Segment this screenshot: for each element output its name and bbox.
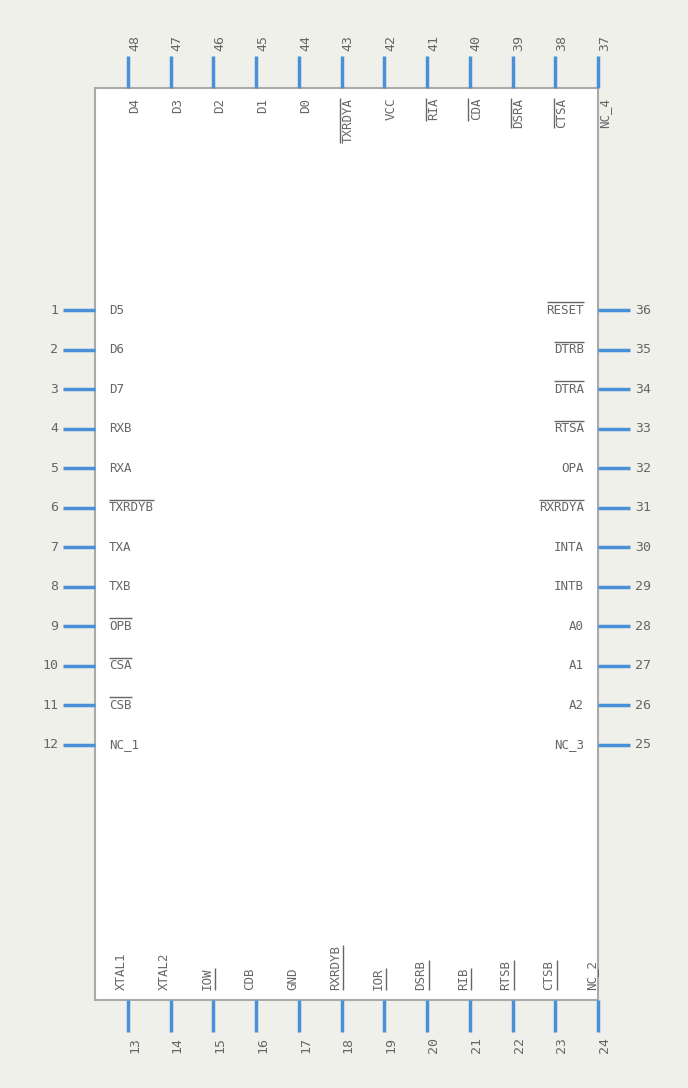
Text: CDB: CDB [243, 967, 256, 990]
Text: 29: 29 [635, 580, 651, 593]
Text: RESET: RESET [546, 304, 584, 317]
Text: TXB: TXB [109, 580, 131, 593]
Text: RTSB: RTSB [499, 960, 513, 990]
Text: 27: 27 [635, 659, 651, 672]
Text: 8: 8 [50, 580, 58, 593]
Text: VCC: VCC [385, 98, 398, 121]
Text: RXRDYA: RXRDYA [539, 502, 584, 515]
Text: 23: 23 [555, 1037, 568, 1053]
Text: 25: 25 [635, 739, 651, 752]
Text: DSRB: DSRB [414, 960, 427, 990]
Text: DSRA: DSRA [513, 98, 526, 128]
Text: 44: 44 [299, 35, 312, 51]
Text: 3: 3 [50, 383, 58, 396]
Text: OPB: OPB [109, 620, 131, 633]
Text: 1: 1 [50, 304, 58, 317]
Text: 21: 21 [470, 1037, 483, 1053]
Text: D3: D3 [171, 98, 184, 113]
Bar [95, 88, 598, 1000]
Text: 4: 4 [50, 422, 58, 435]
Text: 10: 10 [42, 659, 58, 672]
Text: D0: D0 [299, 98, 312, 113]
Text: D6: D6 [109, 343, 124, 356]
Text: 16: 16 [256, 1037, 269, 1053]
Text: TXA: TXA [109, 541, 131, 554]
Text: A2: A2 [569, 698, 584, 712]
Text: 14: 14 [171, 1037, 184, 1053]
Text: 33: 33 [635, 422, 651, 435]
Text: 34: 34 [635, 383, 651, 396]
Text: RXRDYB: RXRDYB [329, 945, 342, 990]
Text: 26: 26 [635, 698, 651, 712]
Text: IOR: IOR [372, 967, 385, 990]
Text: RIB: RIB [457, 967, 470, 990]
Text: CSA: CSA [109, 659, 131, 672]
Text: 36: 36 [635, 304, 651, 317]
Text: 20: 20 [427, 1037, 440, 1053]
Text: GND: GND [286, 967, 299, 990]
Text: TXRDYB: TXRDYB [109, 502, 154, 515]
Text: CDA: CDA [470, 98, 483, 121]
Text: 11: 11 [42, 698, 58, 712]
Text: CTSB: CTSB [542, 960, 555, 990]
Text: A0: A0 [569, 620, 584, 633]
Text: NC_1: NC_1 [109, 739, 139, 752]
Text: 39: 39 [513, 35, 526, 51]
Text: 48: 48 [128, 35, 141, 51]
Text: D2: D2 [213, 98, 226, 113]
Text: 41: 41 [427, 35, 440, 51]
Text: INTB: INTB [554, 580, 584, 593]
Text: 28: 28 [635, 620, 651, 633]
Text: IOW: IOW [200, 967, 213, 990]
Text: 17: 17 [299, 1037, 312, 1053]
Text: 38: 38 [555, 35, 568, 51]
Text: OPA: OPA [561, 461, 584, 474]
Text: 22: 22 [513, 1037, 526, 1053]
Text: CTSA: CTSA [555, 98, 568, 128]
Text: 32: 32 [635, 461, 651, 474]
Text: INTA: INTA [554, 541, 584, 554]
Text: NC_3: NC_3 [554, 739, 584, 752]
Text: D5: D5 [109, 304, 124, 317]
Text: D4: D4 [128, 98, 141, 113]
Text: NC_4: NC_4 [598, 98, 611, 128]
Text: DTRB: DTRB [554, 343, 584, 356]
Text: XTAL2: XTAL2 [158, 952, 171, 990]
Text: D1: D1 [256, 98, 269, 113]
Text: 13: 13 [128, 1037, 141, 1053]
Text: RXB: RXB [109, 422, 131, 435]
Text: 18: 18 [342, 1037, 354, 1053]
Text: RXA: RXA [109, 461, 131, 474]
Text: NC_2: NC_2 [585, 960, 598, 990]
Text: 15: 15 [213, 1037, 226, 1053]
Text: RTSA: RTSA [554, 422, 584, 435]
Text: 19: 19 [385, 1037, 398, 1053]
Text: TXRDYA: TXRDYA [342, 98, 354, 143]
Text: 31: 31 [635, 502, 651, 515]
Text: 43: 43 [342, 35, 354, 51]
Text: 45: 45 [256, 35, 269, 51]
Text: 35: 35 [635, 343, 651, 356]
Text: 42: 42 [385, 35, 398, 51]
Text: XTAL1: XTAL1 [115, 952, 128, 990]
Text: 12: 12 [42, 739, 58, 752]
Text: 30: 30 [635, 541, 651, 554]
Text: 24: 24 [598, 1037, 611, 1053]
Text: 7: 7 [50, 541, 58, 554]
Text: 40: 40 [470, 35, 483, 51]
Text: CSB: CSB [109, 698, 131, 712]
Text: 6: 6 [50, 502, 58, 515]
Text: 9: 9 [50, 620, 58, 633]
Text: RIA: RIA [427, 98, 440, 121]
Text: 46: 46 [213, 35, 226, 51]
Text: A1: A1 [569, 659, 584, 672]
Text: 47: 47 [171, 35, 184, 51]
Text: DTRA: DTRA [554, 383, 584, 396]
Text: 2: 2 [50, 343, 58, 356]
Text: 37: 37 [598, 35, 611, 51]
Text: 5: 5 [50, 461, 58, 474]
Text: D7: D7 [109, 383, 124, 396]
